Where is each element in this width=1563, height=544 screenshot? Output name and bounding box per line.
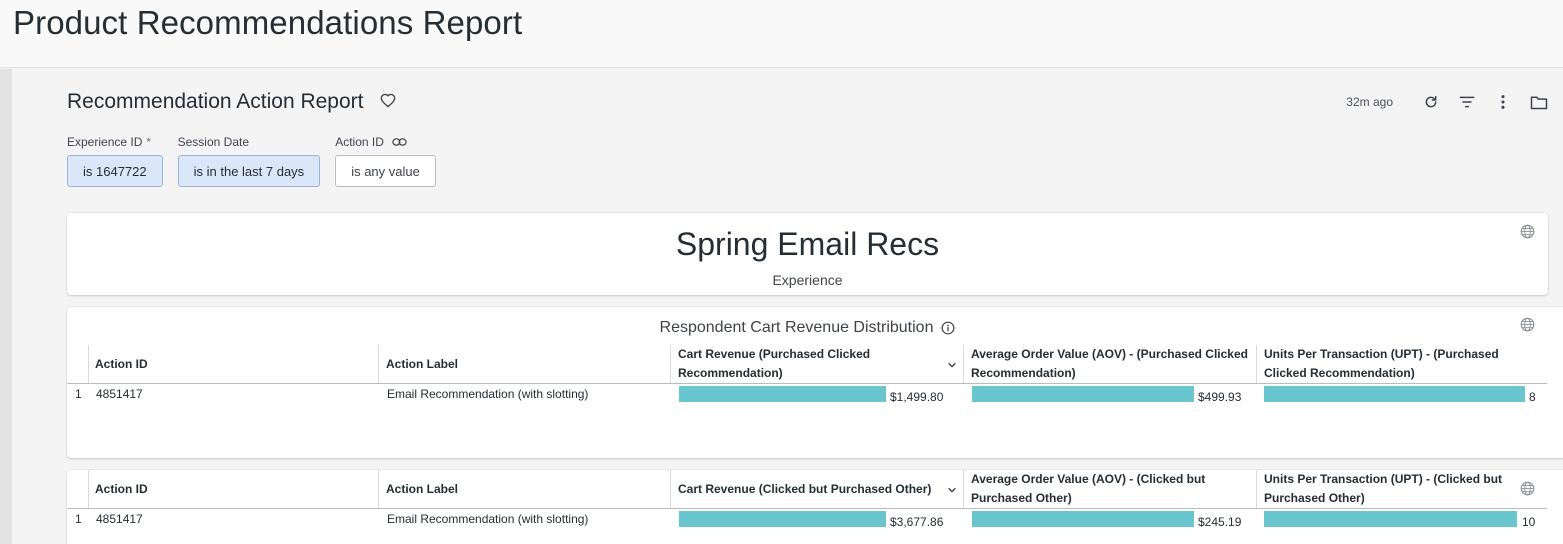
filter-action-id: Action ID is any value <box>335 135 436 187</box>
sort-chevron-down-icon[interactable] <box>947 359 957 369</box>
upt-bar <box>1264 386 1525 402</box>
column-header[interactable]: Cart Revenue (Purchased Clicked Recommen… <box>678 347 871 380</box>
filter-bar: Experience ID * is 1647722 Session Date … <box>67 135 436 187</box>
filter-label: Experience ID <box>67 135 143 149</box>
table-purchased-clicked: Action ID Action Label Cart Revenue (Pur… <box>67 345 1563 405</box>
row-number: 1 <box>75 387 82 401</box>
required-mark: * <box>146 135 152 149</box>
left-rail <box>0 69 12 544</box>
column-header[interactable]: Action ID <box>95 481 148 496</box>
clicked-purchased-other-tile: Action ID Action Label Cart Revenue (Cli… <box>67 470 1563 544</box>
page-title: Product Recommendations Report <box>13 4 523 41</box>
action-label-cell[interactable]: Email Recommendation (with slotting) <box>387 387 589 401</box>
tile-title: Respondent Cart Revenue Distribution <box>659 319 934 336</box>
action-label-cell[interactable]: Email Recommendation (with slotting) <box>387 512 589 526</box>
cart-revenue-bar <box>679 511 886 527</box>
cart-revenue-value[interactable]: $1,499.80 <box>890 390 944 404</box>
page-header: Product Recommendations Report <box>0 0 1563 68</box>
aov-value[interactable]: $499.93 <box>1198 390 1242 404</box>
column-header[interactable]: Units Per Transaction (UPT) - (Purchased… <box>1264 347 1499 380</box>
distribution-tile: Respondent Cart Revenue Distribution Act… <box>67 307 1563 458</box>
upt-bar <box>1264 511 1517 527</box>
upt-value[interactable]: 8 <box>1529 390 1536 404</box>
column-header[interactable]: Action Label <box>386 481 459 496</box>
column-header[interactable]: Average Order Value (AOV) - (Clicked but… <box>971 472 1206 505</box>
info-icon[interactable] <box>941 321 955 335</box>
dashboard-toolbar: 32m ago <box>1346 92 1549 112</box>
experience-tile: Spring Email Recs Experience <box>67 213 1548 295</box>
filter-label: Session Date <box>177 135 249 149</box>
experience-value: Spring Email Recs <box>675 226 940 262</box>
upt-value[interactable]: 10 <box>1522 515 1536 529</box>
globe-icon[interactable] <box>1520 481 1535 496</box>
link-icon <box>392 137 407 147</box>
column-header[interactable]: Cart Revenue (Clicked but Purchased Othe… <box>678 481 932 496</box>
refresh-icon[interactable] <box>1421 92 1441 112</box>
action-id-cell[interactable]: 4851417 <box>96 512 143 526</box>
filter-label: Action ID <box>335 135 384 149</box>
aov-bar <box>972 511 1194 527</box>
row-number: 1 <box>75 512 82 526</box>
filter-icon[interactable] <box>1457 92 1477 112</box>
column-header[interactable]: Action ID <box>95 356 148 371</box>
globe-icon[interactable] <box>1520 224 1535 239</box>
action-id-cell[interactable]: 4851417 <box>96 387 143 401</box>
session-date-filter-value[interactable]: is in the last 7 days <box>177 155 321 187</box>
cart-revenue-bar <box>679 386 886 402</box>
more-options-icon[interactable] <box>1493 92 1513 112</box>
column-header[interactable]: Units Per Transaction (UPT) - (Clicked b… <box>1264 472 1503 505</box>
column-header[interactable]: Action Label <box>386 356 459 371</box>
sort-chevron-down-icon[interactable] <box>947 484 957 494</box>
filter-experience-id: Experience ID * is 1647722 <box>67 135 163 187</box>
dashboard-title: Recommendation Action Report <box>67 90 364 113</box>
last-updated-text: 32m ago <box>1346 95 1393 109</box>
favorite-heart-icon[interactable] <box>380 93 396 109</box>
cart-revenue-value[interactable]: $3,677.86 <box>890 515 944 529</box>
aov-value[interactable]: $245.19 <box>1198 515 1242 529</box>
action-id-filter-value[interactable]: is any value <box>335 155 436 187</box>
experience-label: Experience <box>772 272 843 288</box>
globe-icon[interactable] <box>1520 317 1535 332</box>
table-clicked-purchased-other: Action ID Action Label Cart Revenue (Cli… <box>67 470 1563 544</box>
experience-id-filter-value[interactable]: is 1647722 <box>67 155 163 187</box>
aov-bar <box>972 386 1194 402</box>
filter-session-date: Session Date is in the last 7 days <box>177 135 321 187</box>
folder-icon[interactable] <box>1529 92 1549 112</box>
column-header[interactable]: Average Order Value (AOV) - (Purchased C… <box>971 347 1248 380</box>
